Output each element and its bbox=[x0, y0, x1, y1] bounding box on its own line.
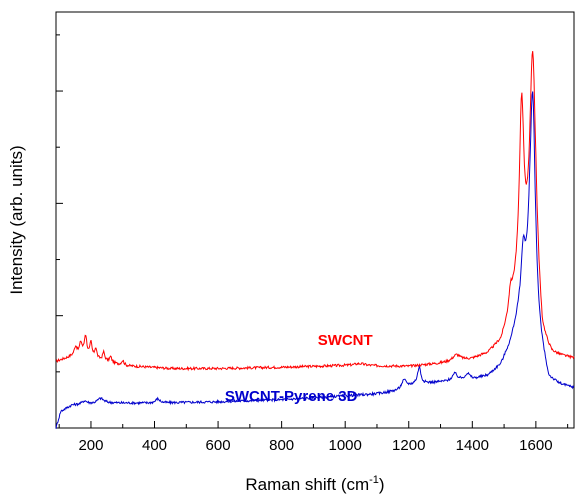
series-labels: SWCNT SWCNT-Pyrene 3D bbox=[225, 332, 373, 405]
y-axis-label: Intensity (arb. units) bbox=[7, 145, 26, 294]
series-lines bbox=[55, 51, 575, 429]
x-tick-label: 1600 bbox=[519, 437, 552, 454]
x-tick-label: 800 bbox=[269, 437, 294, 454]
series-line-swcnt-pyrene-3d bbox=[55, 91, 575, 429]
x-tick-label: 1400 bbox=[456, 437, 489, 454]
x-axis-label-close: ) bbox=[379, 475, 385, 494]
x-axis-label: Raman shift (cm-1) bbox=[245, 474, 384, 494]
series-line-swcnt bbox=[55, 51, 575, 372]
x-tick-label: 400 bbox=[142, 437, 167, 454]
plot-frame bbox=[55, 11, 575, 429]
x-tick-label: 1000 bbox=[329, 437, 362, 454]
x-tick-label: 1200 bbox=[392, 437, 425, 454]
x-axis-label-superscript: -1 bbox=[369, 474, 379, 486]
x-axis-ticks: 200 400 600 800 1000 1200 1400 1600 bbox=[58, 421, 569, 454]
y-axis-ticks bbox=[56, 34, 63, 429]
x-tick-label: 200 bbox=[78, 437, 103, 454]
series-label: SWCNT bbox=[318, 332, 373, 349]
x-axis-label-main: Raman shift (cm bbox=[245, 475, 369, 494]
x-tick-label: 600 bbox=[206, 437, 231, 454]
series-label: SWCNT-Pyrene 3D bbox=[225, 388, 358, 405]
plot-border bbox=[55, 11, 575, 429]
